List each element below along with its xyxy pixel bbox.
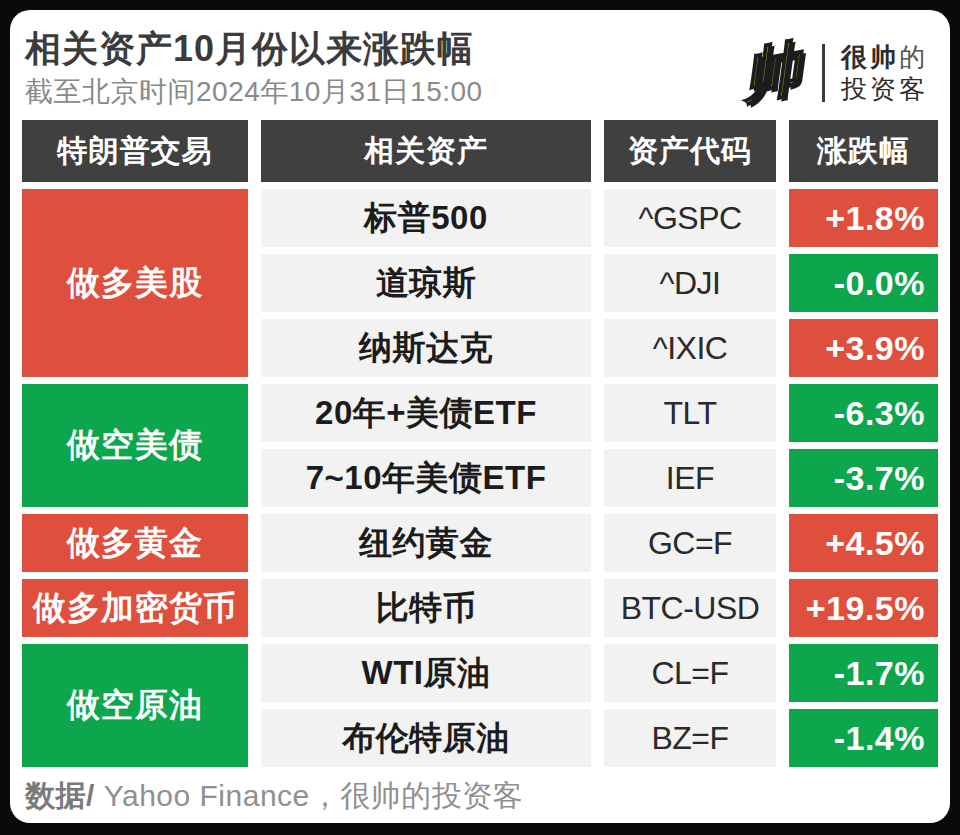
code-cell: ^IXIC — [604, 319, 776, 377]
header: 相关资产10月份以来涨跌幅 截至北京时间2024年10月31日15:00 帅 很… — [22, 26, 938, 112]
code-cell: BZ=F — [604, 709, 776, 767]
asset-cell: 纽约黄金 — [261, 514, 591, 572]
change-cell: +19.5% — [789, 579, 938, 637]
code-cell: BTC-USD — [604, 579, 776, 637]
brand-name-line2: 投资客 — [841, 73, 928, 105]
brand-name-line1: 很帅的 — [841, 41, 928, 73]
col-header-code: 资产代码 — [604, 120, 776, 182]
change-cell: -3.7% — [789, 449, 938, 507]
code-cell: ^DJI — [604, 254, 776, 312]
change-cell: +3.9% — [789, 319, 938, 377]
asset-cell: WTI原油 — [261, 644, 591, 702]
brand-name: 很帅的 投资客 — [841, 41, 928, 105]
data-source: 数据/ Yahoo Finance，很帅的投资客 — [22, 777, 938, 815]
change-cell: -1.7% — [789, 644, 938, 702]
col-header-trump-trade: 特朗普交易 — [22, 120, 248, 182]
brand-divider — [822, 44, 825, 102]
data-source-text: Yahoo Finance，很帅的投资客 — [95, 779, 523, 812]
trade-group-cell: 做多加密货币 — [22, 579, 248, 637]
code-cell: GC=F — [604, 514, 776, 572]
title-block: 相关资产10月份以来涨跌幅 截至北京时间2024年10月31日15:00 — [22, 26, 483, 110]
trade-group-cell: 做空美债 — [22, 384, 248, 507]
data-source-label: 数据/ — [25, 779, 95, 812]
infographic-card: 相关资产10月份以来涨跌幅 截至北京时间2024年10月31日15:00 帅 很… — [10, 10, 950, 823]
code-cell: TLT — [604, 384, 776, 442]
code-cell: IEF — [604, 449, 776, 507]
change-cell: -0.0% — [789, 254, 938, 312]
code-cell: ^GSPC — [604, 189, 776, 247]
change-cell: -1.4% — [789, 709, 938, 767]
page-title: 相关资产10月份以来涨跌幅 — [25, 26, 483, 72]
asset-cell: 标普500 — [261, 189, 591, 247]
asset-cell: 7~10年美债ETF — [261, 449, 591, 507]
brand-glyph-icon: 帅 — [738, 29, 803, 117]
trade-group-cell: 做多美股 — [22, 189, 248, 377]
brand-logo: 帅 很帅的 投资客 — [742, 34, 928, 112]
trade-group-cell: 做空原油 — [22, 644, 248, 767]
page-subtitle: 截至北京时间2024年10月31日15:00 — [25, 74, 483, 110]
col-header-asset: 相关资产 — [261, 120, 591, 182]
trade-group-cell: 做多黄金 — [22, 514, 248, 572]
asset-cell: 纳斯达克 — [261, 319, 591, 377]
change-cell: +1.8% — [789, 189, 938, 247]
change-cell: -6.3% — [789, 384, 938, 442]
asset-cell: 布伦特原油 — [261, 709, 591, 767]
asset-cell: 道琼斯 — [261, 254, 591, 312]
assets-table: 特朗普交易 相关资产 资产代码 涨跌幅 做多美股 标普500 ^GSPC +1.… — [22, 120, 938, 767]
asset-cell: 20年+美债ETF — [261, 384, 591, 442]
col-header-change: 涨跌幅 — [789, 120, 938, 182]
change-cell: +4.5% — [789, 514, 938, 572]
code-cell: CL=F — [604, 644, 776, 702]
asset-cell: 比特币 — [261, 579, 591, 637]
